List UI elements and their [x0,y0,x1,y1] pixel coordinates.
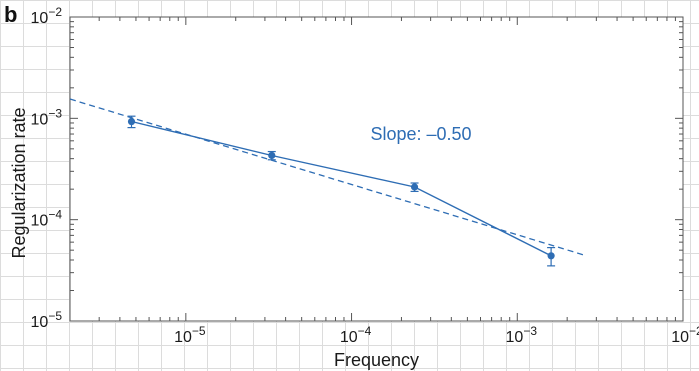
series-line [131,120,552,257]
slope-annotation: Slope: –0.50 [370,124,471,144]
x-tick-label: 10−4 [340,324,372,346]
panel-label: b [4,2,17,27]
data-point [410,183,419,191]
data-point [268,151,276,160]
x-tick-label: 10−3 [506,324,538,346]
axis-ticks: 10−5 10−4 10−3 10−2 10−5 10−4 10−3 10−2 [31,5,699,346]
plot-frame [69,16,684,322]
x-axis-label: Frequency [334,350,419,370]
y-tick-label: 10−5 [31,309,63,331]
y-tick-label: 10−4 [31,208,63,230]
x-tick-label: 10−2 [671,324,699,346]
x-tick-label: 10−5 [174,324,206,346]
y-tick-label: 10−3 [31,106,63,128]
data-point [127,117,136,126]
y-tick-label: 10−2 [31,5,63,27]
plot-area [70,17,683,321]
y-axis-label: Regularization rate [9,107,29,258]
data-point [547,252,555,260]
data-series [69,98,584,267]
